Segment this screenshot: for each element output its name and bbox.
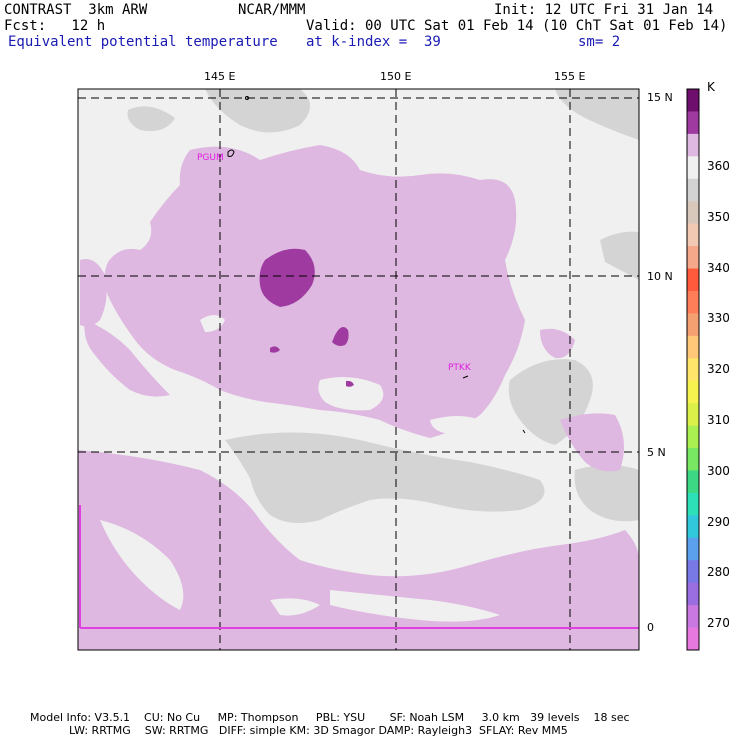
lat-label-10n: 10 N (647, 270, 673, 283)
colorbar-swatch (687, 246, 699, 270)
colorbar-swatch (687, 403, 699, 427)
colorbar-swatch (687, 470, 699, 494)
graticule (78, 89, 639, 650)
field-name: Equivalent potential temperature (8, 34, 278, 50)
colorbar-swatch (687, 448, 699, 471)
colorbar-swatch (687, 492, 699, 516)
colorbar-unit: K (707, 80, 715, 94)
colorbar (686, 88, 700, 651)
colorbar-tick-label: 270 (707, 616, 730, 631)
colorbar-swatch (687, 223, 699, 247)
lon-label-150: 150 E (380, 70, 412, 83)
level-info: at k-index = 39 (306, 34, 441, 50)
colorbar-swatch (687, 358, 699, 382)
colorbar-swatch (687, 515, 699, 539)
lon-label-155: 155 E (554, 70, 586, 83)
station-label-pgum: PGUM (197, 153, 224, 163)
colorbar-swatch (687, 89, 699, 112)
plot-border (77, 88, 640, 651)
colorbar-swatch (687, 290, 699, 314)
organization: NCAR/MMM (238, 2, 306, 18)
colorbar-tick-label: 330 (707, 311, 730, 326)
colorbar-tick-label: 280 (707, 565, 730, 580)
model-name: CONTRAST 3km ARW (4, 2, 148, 18)
colorbar-swatch (687, 313, 699, 337)
colorbar-swatch (687, 605, 699, 629)
smoothing-info: sm= 2 (578, 34, 621, 50)
lat-label-5n: 5 N (647, 446, 666, 459)
colorbar-tick-label: 290 (707, 514, 730, 529)
lon-label-145: 145 E (204, 70, 236, 83)
colorbar-swatch (687, 560, 699, 584)
model-info-line1: Model Info: V3.5.1 CU: No Cu MP: Thompso… (30, 711, 630, 724)
colorbar-swatch (687, 335, 699, 359)
lat-label-0: 0 (647, 621, 654, 634)
colorbar-swatch (687, 268, 699, 292)
colorbar-swatch (687, 201, 699, 225)
station-label-ptkk: PTKK (448, 363, 472, 373)
colorbar-swatch (687, 582, 699, 606)
valid-time: Valid: 00 UTC Sat 01 Feb 14 (10 ChT Sat … (306, 18, 728, 34)
light-gaps (100, 315, 590, 622)
model-info-line2: LW: RRTMG SW: RRTMG DIFF: simple KM: 3D … (69, 724, 568, 737)
colorbar-tick-label: 350 (707, 209, 730, 224)
colorbar-swatch (687, 537, 699, 561)
colorbar-tick-label: 360 (707, 159, 730, 173)
colorbar-swatch (687, 156, 699, 180)
colorbar-tick-label: 310 (707, 413, 730, 427)
colorbar-swatch (687, 627, 699, 651)
purple-theta-e-region (78, 145, 639, 650)
colorbar-swatch (687, 133, 699, 157)
colorbar-border (686, 88, 700, 651)
high-theta-e-spots (259, 248, 354, 387)
init-time: Init: 12 UTC Fri 31 Jan 14 (494, 2, 714, 18)
forecast-hour: Fcst: 12 h (4, 18, 106, 34)
colorbar-swatch (687, 380, 699, 404)
colorbar-tick-label: 340 (707, 260, 730, 275)
lat-label-15n: 15 N (647, 91, 673, 104)
island-outlines (227, 96, 526, 434)
colorbar-tick-label: 320 (707, 362, 730, 377)
colorbar-tick-label: 300 (707, 463, 730, 478)
colorbar-swatch (687, 111, 699, 135)
colorbar-swatch (687, 425, 699, 449)
colorbar-swatch (687, 178, 699, 202)
